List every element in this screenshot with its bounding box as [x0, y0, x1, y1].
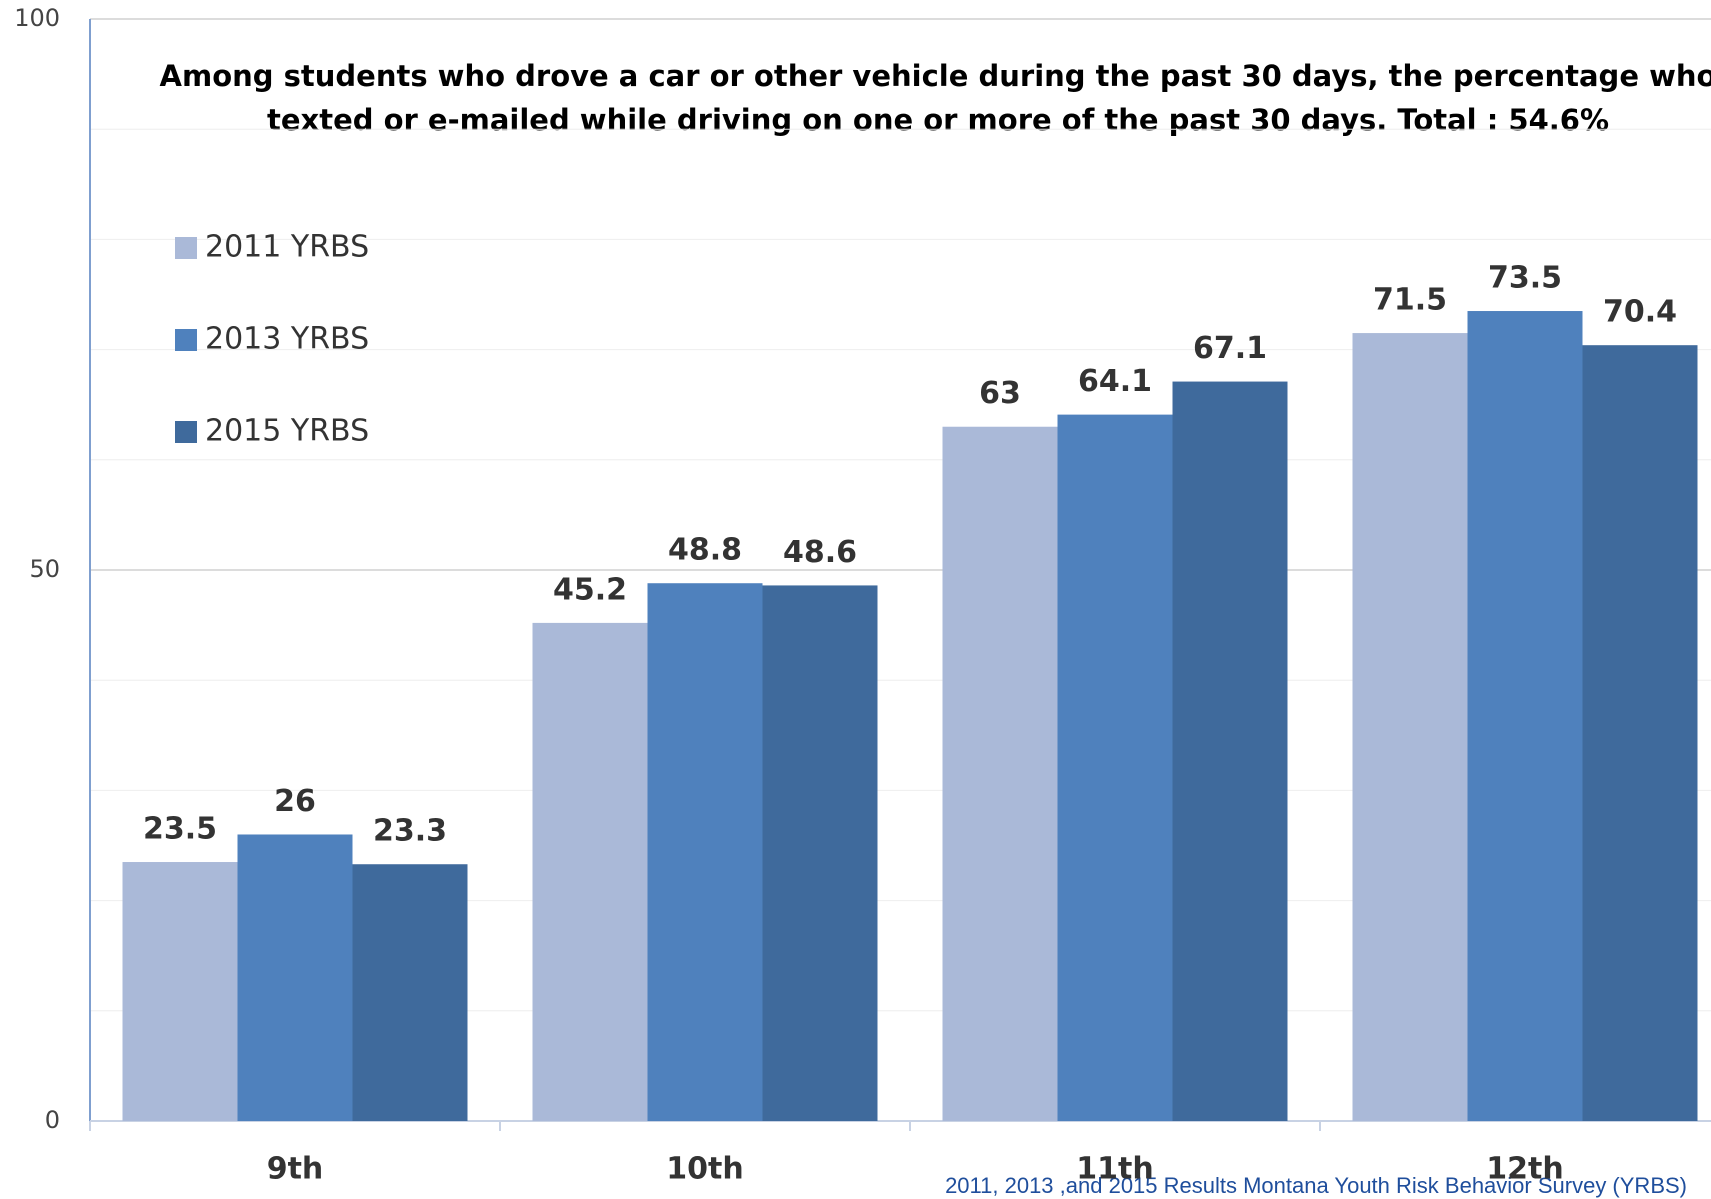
data-label: 45.2: [553, 572, 627, 607]
legend-label: 2015 YRBS: [205, 414, 369, 449]
bar: [762, 585, 878, 1121]
source: 2011, 2013 ,and 2015 Results Montana You…: [945, 1173, 1687, 1198]
x-tick-label: 10th: [666, 1152, 743, 1187]
legend-swatch: [175, 329, 197, 351]
data-label: 71.5: [1373, 283, 1447, 318]
bar: [1467, 311, 1583, 1121]
bar: [237, 834, 353, 1121]
data-label: 23.3: [373, 814, 447, 849]
legend-swatch: [175, 421, 197, 443]
data-label: 48.6: [783, 535, 857, 570]
bar: [1057, 414, 1173, 1121]
legend-swatch: [175, 237, 197, 259]
data-label: 73.5: [1488, 261, 1562, 296]
data-label: 26: [274, 784, 316, 819]
data-label: 48.8: [668, 533, 742, 568]
data-label: 63: [979, 376, 1021, 411]
legend-label: 2011 YRBS: [205, 230, 369, 265]
bar: [647, 583, 763, 1121]
data-label: 64.1: [1078, 364, 1152, 399]
bar: [942, 426, 1058, 1121]
y-tick-label: 100: [14, 4, 60, 32]
legend-label: 2013 YRBS: [205, 322, 369, 357]
x-tick-label: 9th: [267, 1152, 324, 1187]
x-tick-label: 12th: [1486, 1152, 1563, 1187]
data-label: 23.5: [143, 812, 217, 847]
bar: [1352, 333, 1468, 1121]
y-tick-label: 50: [29, 555, 60, 583]
bar: [1172, 381, 1288, 1122]
bar: [532, 622, 648, 1121]
x-tick-label: 11th: [1076, 1152, 1153, 1187]
bar: [122, 862, 238, 1121]
data-label: 70.4: [1603, 295, 1677, 330]
bar: [352, 864, 468, 1121]
y-tick-label: 0: [45, 1106, 60, 1134]
bar: [1582, 345, 1698, 1121]
subtitle: Among students who drove a car or other …: [160, 59, 1711, 93]
subtitle: texted or e-mailed while driving on one …: [267, 103, 1609, 137]
data-label: 67.1: [1193, 331, 1267, 366]
